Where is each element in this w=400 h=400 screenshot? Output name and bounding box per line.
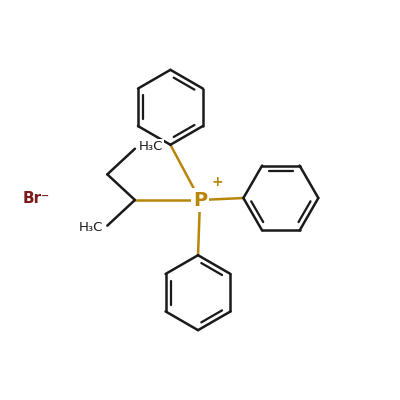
Text: H₃C: H₃C bbox=[139, 140, 163, 153]
Text: Br⁻: Br⁻ bbox=[23, 190, 50, 206]
Text: H₃C: H₃C bbox=[79, 221, 103, 234]
Text: +: + bbox=[211, 175, 223, 189]
Text: P: P bbox=[193, 190, 207, 210]
